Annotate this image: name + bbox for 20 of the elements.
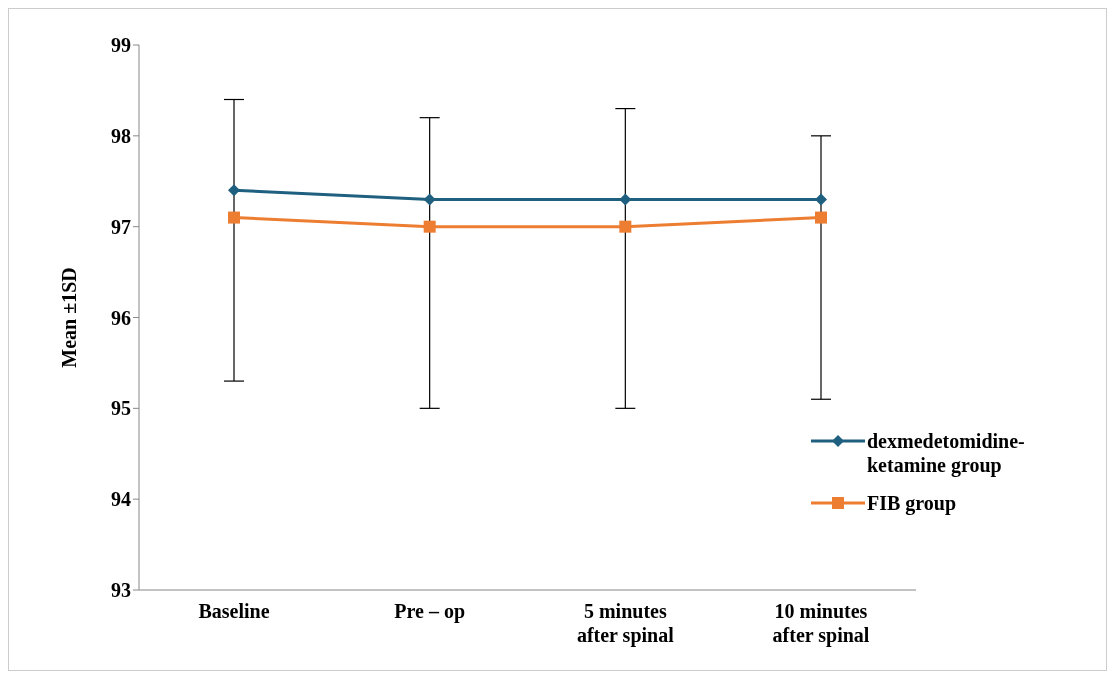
point	[423, 220, 436, 233]
y-axis-title: Mean ±1SD	[58, 267, 81, 368]
x-tick-label: Pre – op	[394, 600, 466, 623]
y-tick-label: 98	[111, 124, 131, 147]
point	[815, 211, 827, 224]
point	[815, 193, 827, 206]
point	[619, 220, 632, 233]
x-tick-label: Baseline	[198, 600, 270, 622]
point	[228, 211, 240, 224]
legend-label: FIB group	[867, 491, 958, 515]
y-tick-label: 93	[111, 579, 131, 602]
point	[228, 184, 240, 197]
legend-label: dexmedetomidine-ketamine group	[867, 429, 1026, 477]
x-tick-label: 10 minutes after spinal	[772, 600, 870, 647]
y-tick-label: 94	[111, 488, 131, 511]
y-tick-label: 99	[111, 34, 131, 57]
y-tick-label: 96	[111, 306, 131, 329]
x-tick-label: 5 minutes after spinal	[576, 600, 675, 647]
y-tick-label: 95	[111, 397, 131, 420]
y-tick-label: 97	[111, 215, 131, 238]
